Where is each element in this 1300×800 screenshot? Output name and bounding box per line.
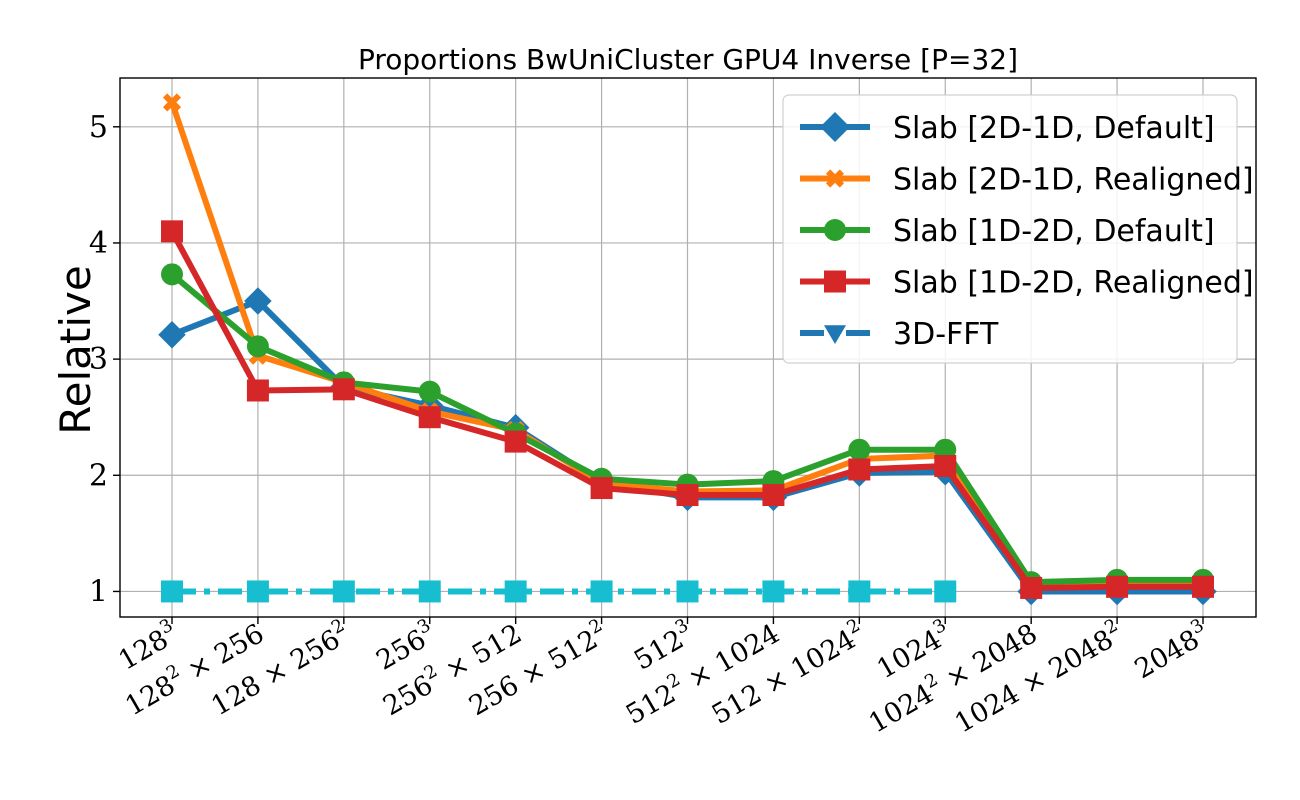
legend-marker [824, 219, 846, 241]
data-point [1020, 576, 1043, 599]
data-point [244, 287, 272, 315]
legend-item: Slab [2D-1D, Default] [800, 111, 1215, 146]
data-point [762, 580, 785, 603]
data-point [246, 580, 269, 603]
legend: Slab [2D-1D, Default] Slab [2D-1D, Realig… [782, 94, 1254, 364]
legend-label: Slab [2D-1D, Default] [893, 111, 1215, 146]
legend-label: 3D-FFT [893, 317, 999, 352]
data-point [418, 580, 441, 603]
data-point [418, 406, 441, 429]
legend-item: 3D-FFT [800, 317, 999, 352]
legend-item: Slab [2D-1D, Realigned] [800, 163, 1254, 198]
data-point [934, 454, 957, 477]
data-point [762, 484, 785, 507]
legend-marker [824, 325, 846, 344]
series-5 [161, 580, 957, 603]
y-tick-label: 1 [89, 574, 108, 609]
legend-label: Slab [1D-2D, Realigned] [893, 266, 1254, 301]
data-point [418, 380, 441, 403]
data-point [504, 430, 527, 453]
y-tick-label: 4 [89, 226, 108, 261]
legend-marker [825, 169, 845, 188]
series-layer [158, 93, 1217, 606]
x-tick-label: 20483 [1128, 615, 1215, 685]
data-point [332, 378, 355, 401]
data-point [1192, 575, 1214, 598]
legend-item: Slab [1D-2D, Realigned] [800, 266, 1254, 301]
data-point [158, 320, 186, 349]
legend-marker [824, 270, 846, 293]
y-tick-label: 5 [89, 110, 108, 145]
data-point [332, 580, 355, 603]
data-point [676, 580, 699, 603]
legend-box [782, 94, 1238, 364]
y-tick-label: 2 [89, 458, 108, 493]
y-tick-label: 3 [89, 342, 108, 377]
data-point [504, 580, 527, 603]
data-point [161, 263, 183, 286]
legend-label: Slab [2D-1D, Realigned] [893, 163, 1254, 198]
data-point [246, 335, 269, 358]
legend-item: Slab [1D-2D, Default] [800, 214, 1215, 249]
y-axis: 1 2 3 4 5 [89, 110, 120, 609]
data-point [161, 220, 183, 243]
data-point [590, 477, 613, 500]
data-point [934, 580, 957, 603]
legend-marker [820, 112, 850, 142]
data-point [676, 484, 699, 507]
data-point [1106, 575, 1129, 598]
data-point [246, 379, 269, 402]
data-point [162, 93, 182, 112]
data-point [848, 438, 871, 461]
legend-label: Slab [1D-2D, Default] [893, 214, 1215, 249]
chart-title: Proportions BwUniCluster GPU4 Inverse [P… [358, 43, 1018, 76]
series-4 [161, 220, 1214, 599]
data-point [161, 580, 183, 603]
data-point [590, 580, 613, 603]
data-point [848, 458, 871, 481]
data-point [848, 580, 871, 603]
y-axis-label: Relative [51, 265, 100, 434]
